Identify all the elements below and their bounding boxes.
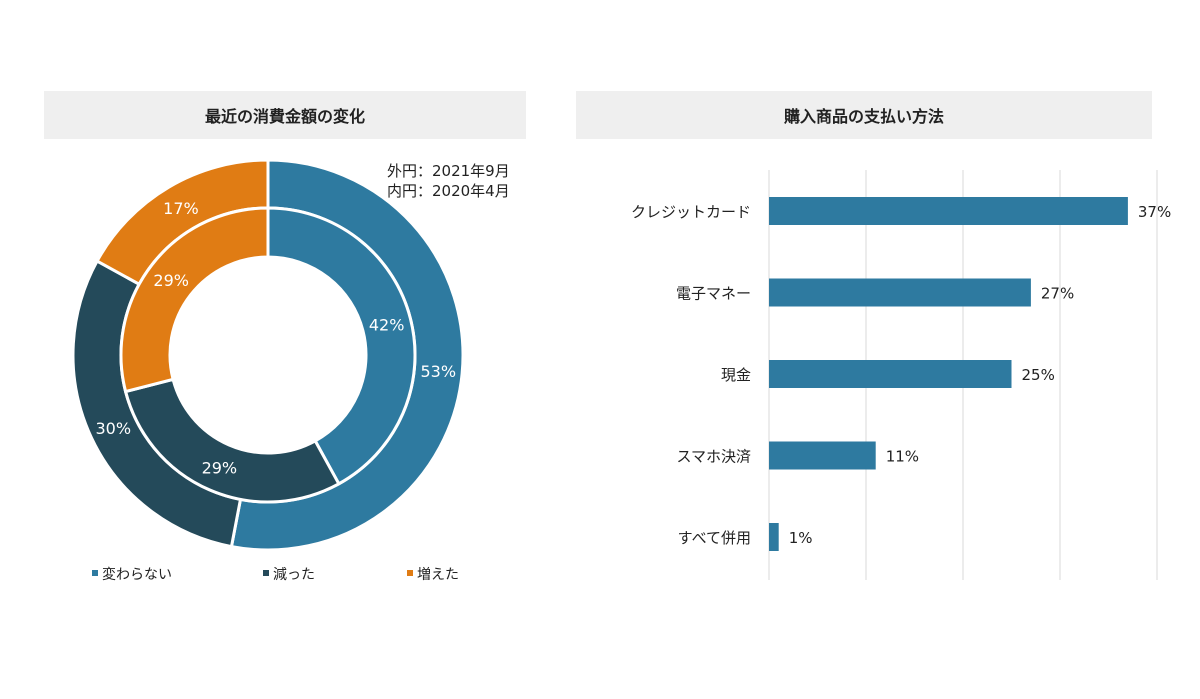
bar-0	[769, 197, 1128, 225]
bar-category-label-4: すべて併用	[678, 529, 751, 547]
inner-ring-note: 内円：2020年4月	[387, 182, 510, 200]
bar-category-label-0: クレジットカード	[631, 203, 751, 221]
legend-swatch-0	[92, 570, 98, 576]
bar-3	[769, 441, 876, 470]
inner-ring-slice-0	[266, 206, 417, 486]
outer-ring-note: 外円：2021年9月	[387, 162, 510, 180]
outer-ring-label-0: 53%	[420, 362, 456, 381]
bar-1	[769, 278, 1031, 307]
bar-category-label-1: 電子マネー	[676, 285, 751, 303]
legend-label-0: 変わらない	[102, 566, 172, 583]
donut-chart-title: 最近の消費金額の変化	[44, 91, 526, 139]
inner-ring-label-2: 29%	[153, 271, 189, 290]
outer-ring-label-2: 17%	[163, 199, 199, 218]
bar-category-label-3: スマホ決済	[676, 448, 751, 466]
bar-4	[769, 523, 779, 551]
legend-label-1: 減った	[273, 566, 315, 583]
bar-value-label-1: 27%	[1041, 285, 1074, 303]
bar-2	[769, 360, 1012, 388]
bar-value-label-2: 25%	[1022, 366, 1055, 384]
bar-value-label-0: 37%	[1138, 203, 1171, 221]
legend-label-2: 増えた	[417, 567, 459, 583]
bar-value-label-3: 11%	[886, 448, 919, 466]
inner-ring-label-0: 42%	[369, 316, 405, 335]
inner-ring-slice-2	[119, 206, 270, 394]
bar-chart-title: 購入商品の支払い方法	[576, 91, 1152, 139]
legend-swatch-2	[407, 570, 413, 576]
bar-category-label-2: 現金	[721, 366, 751, 384]
outer-ring-label-1: 30%	[95, 419, 131, 438]
bar-value-label-4: 1%	[789, 529, 813, 547]
inner-ring-slice-1	[123, 377, 341, 504]
legend-swatch-1	[263, 570, 269, 576]
donut-chart: 外円：2021年9月 内円：2020年4月 53% 30% 17% 42% 29% 29%…	[71, 158, 510, 583]
inner-ring-label-1: 29%	[202, 458, 238, 477]
